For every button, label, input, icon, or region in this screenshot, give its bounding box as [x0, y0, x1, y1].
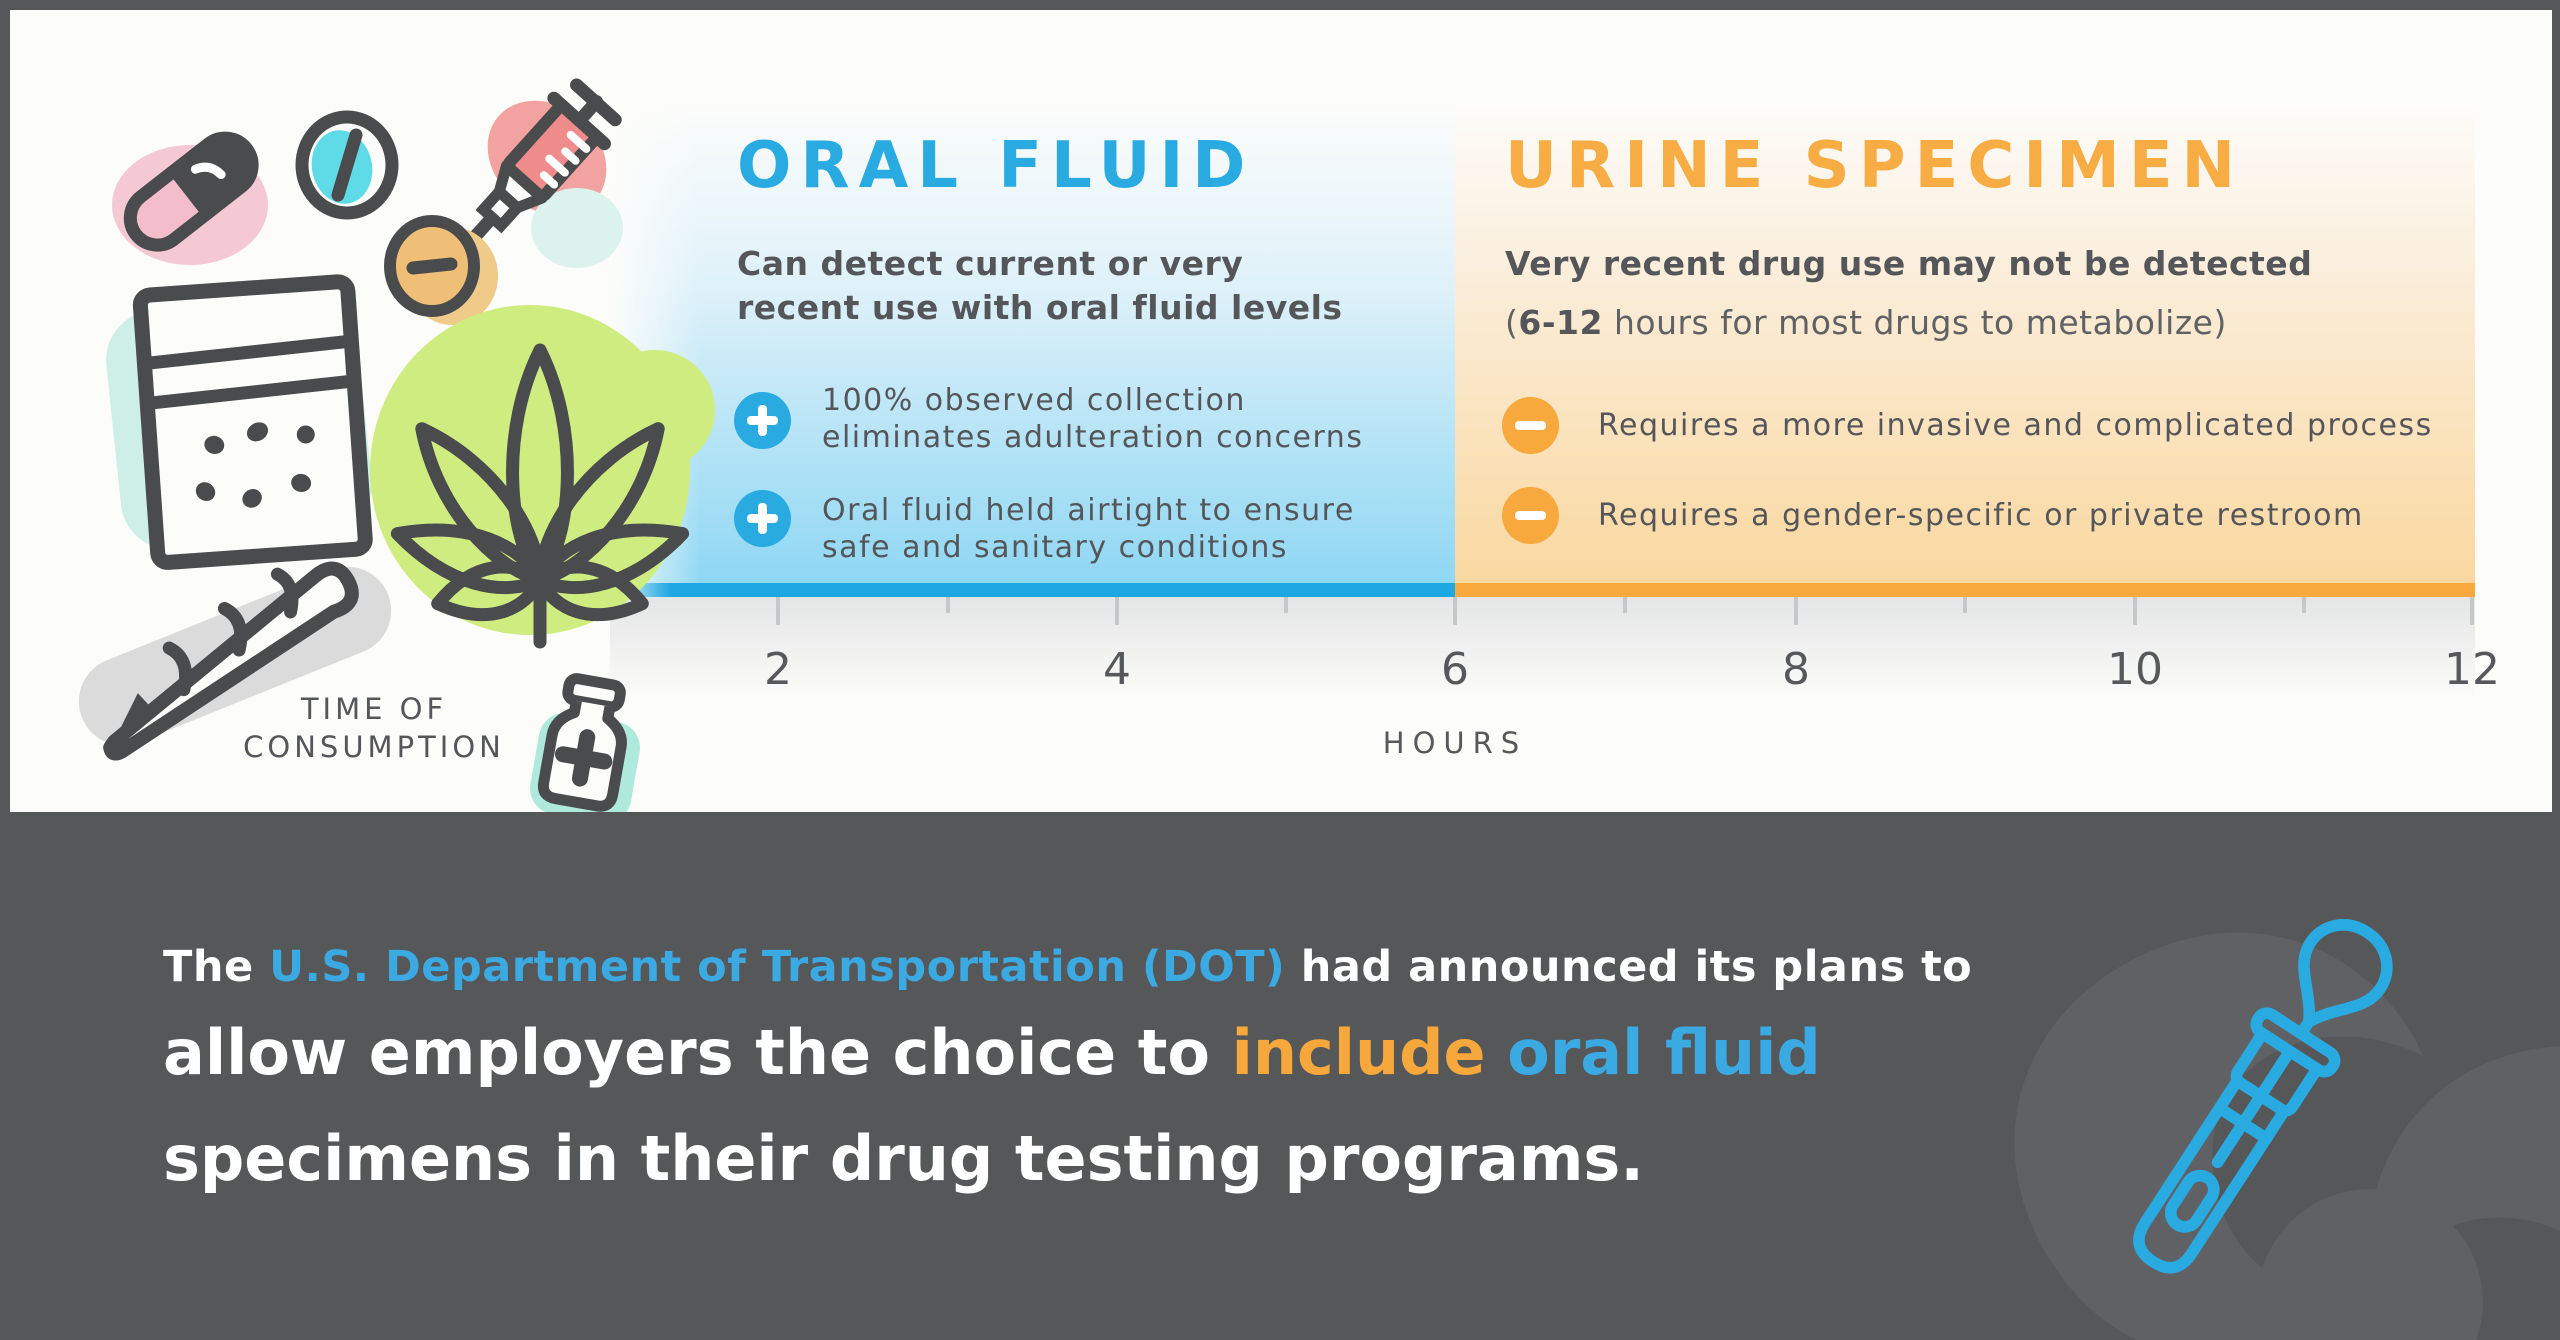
tick-3h [946, 597, 950, 613]
footer-line-3: specimens in their drug testing programs… [163, 1122, 1644, 1195]
tick-4h [1115, 597, 1119, 625]
oral-fluid-timeline-bar [610, 583, 1455, 597]
axis-label-12: 12 [2444, 644, 2500, 695]
footer-line-2: allow employers the choice to include or… [163, 1016, 1821, 1089]
tick-5h [1284, 597, 1288, 613]
minus-icon [1502, 487, 1559, 544]
tick-8h [1794, 597, 1798, 625]
axis-title-hours: HOURS [1382, 726, 1528, 760]
pill-baggie-icon [106, 274, 373, 570]
urine-specimen-title: URINE SPECIMEN [1505, 129, 2245, 203]
medicine-bottle-icon [530, 673, 640, 812]
urine-subtitle: Very recent drug use may not be detected [1505, 244, 2313, 283]
urine-specimen-panel [1455, 100, 2475, 583]
tick-7h [1623, 597, 1627, 613]
footer-line-1: The U.S. Department of Transportation (D… [163, 942, 1972, 992]
plus-glyph [734, 490, 791, 547]
plus-icon [734, 490, 791, 547]
urine-bullet-1: Requires a more invasive and complicated… [1598, 408, 2433, 443]
cannabis-leaf-icon [370, 305, 715, 649]
oral-fluid-title: ORAL FLUID [737, 129, 1255, 203]
axis-shadow [610, 597, 2475, 712]
round-pill-icon [295, 110, 399, 220]
capsule-pill-icon [112, 131, 268, 265]
footer-text: specimens in their drug testing programs… [163, 1122, 1644, 1195]
tick-11h [2302, 597, 2306, 613]
minus-glyph [1502, 397, 1559, 454]
tick-10h [2133, 597, 2137, 625]
footer-text-oral-fluid: oral fluid [1507, 1016, 1821, 1089]
minus-icon [1502, 397, 1559, 454]
urine-note: (6-12 hours for most drugs to metabolize… [1505, 303, 2227, 342]
joint-icon [78, 561, 392, 761]
footer-text-include: include [1231, 1016, 1508, 1089]
comparison-card: 2 4 6 8 10 12 HOURS ORAL FLUID Can detec… [10, 10, 2552, 812]
syringe-icon [458, 78, 623, 268]
footer-section: The U.S. Department of Transportation (D… [0, 812, 2560, 1340]
tick-6h [1453, 597, 1457, 625]
oral-bullet-1: 100% observed collection eliminates adul… [822, 383, 1364, 455]
footer-text: had announced its plans to [1285, 942, 1973, 992]
urine-bullet-2: Requires a gender-specific or private re… [1598, 498, 2364, 533]
footer-text: allow employers the choice to [163, 1016, 1232, 1089]
axis-label-6: 6 [1441, 644, 1469, 695]
plus-icon [734, 392, 791, 449]
footer-text: The [163, 942, 270, 992]
oral-fluid-subtitle: Can detect current or very recent use wi… [737, 244, 1343, 327]
axis-label-8: 8 [1782, 644, 1810, 695]
tick-9h [1963, 597, 1967, 613]
plus-glyph [734, 392, 791, 449]
time-of-consumption-label: TIME OF CONSUMPTION [243, 692, 505, 764]
dot-triskelion-watermark [2014, 932, 2560, 1340]
axis-label-10: 10 [2107, 644, 2163, 695]
tick-2h [776, 597, 780, 625]
urine-timeline-bar [1455, 583, 2475, 597]
axis-label-4: 4 [1103, 644, 1131, 695]
tablet-pill-icon [384, 215, 498, 325]
axis-label-2: 2 [764, 644, 792, 695]
tick-12h [2470, 597, 2474, 625]
oral-bullet-2: Oral fluid held airtight to ensure safe … [822, 493, 1355, 565]
minus-glyph [1502, 487, 1559, 544]
dot-link-text: U.S. Department of Transportation (DOT) [269, 942, 1286, 992]
oral-swab-icon [2133, 919, 2393, 1274]
